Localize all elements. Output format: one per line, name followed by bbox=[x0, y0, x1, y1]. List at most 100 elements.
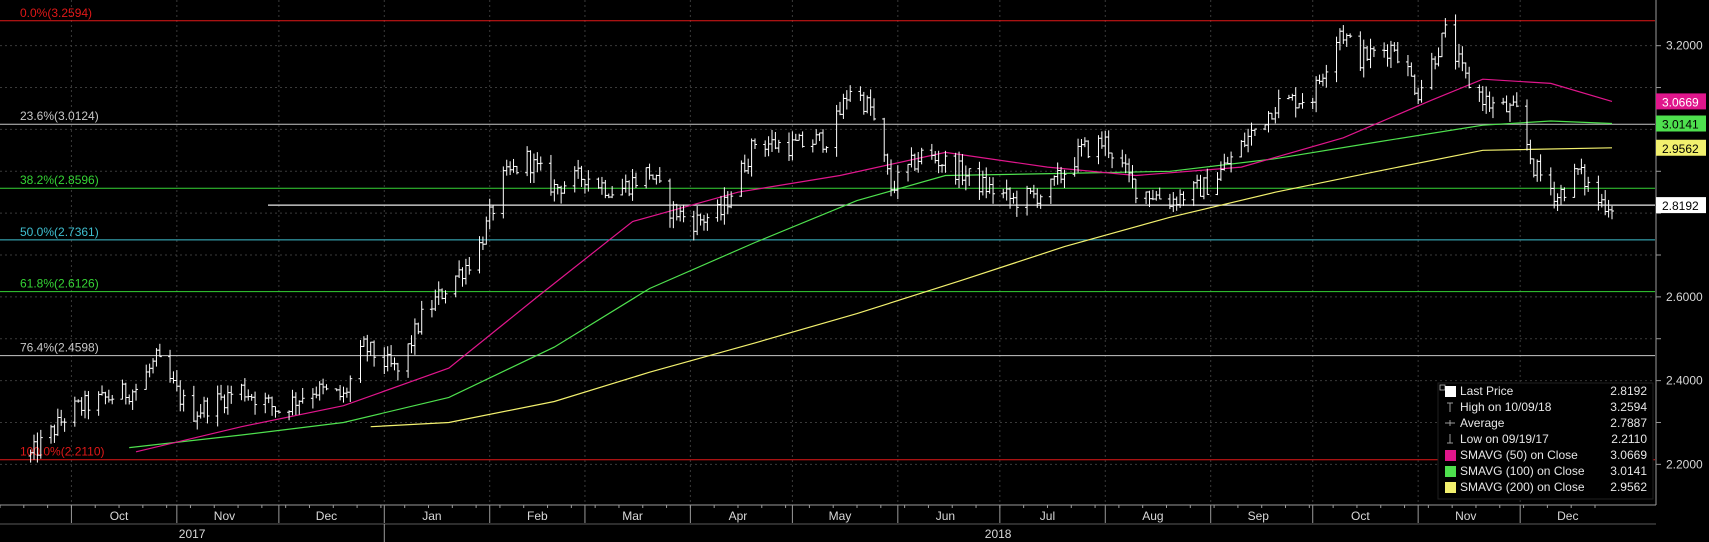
ohlc-bar bbox=[372, 340, 377, 367]
ohlc-bar bbox=[395, 362, 400, 381]
x-month-label: Jun bbox=[936, 509, 955, 523]
legend-label: SMAVG (200) on Close bbox=[1460, 480, 1585, 494]
ohlc-bar bbox=[681, 204, 686, 223]
ohlc-bar bbox=[491, 204, 496, 221]
grid bbox=[0, 0, 1655, 505]
x-year-label: 2018 bbox=[985, 527, 1012, 541]
ohlc-bar bbox=[919, 147, 924, 165]
ohlc-bar bbox=[86, 391, 91, 420]
ohlc-bar bbox=[1038, 194, 1043, 209]
ohlc-bar bbox=[1467, 66, 1472, 89]
ohlc-bar bbox=[419, 300, 424, 335]
ohlc-bar bbox=[1419, 79, 1424, 103]
legend-value: 2.7887 bbox=[1610, 416, 1647, 430]
fib-label: 38.2%(2.8596) bbox=[20, 173, 99, 187]
legend-value: 3.2594 bbox=[1610, 400, 1647, 414]
ohlc-bar bbox=[872, 98, 877, 121]
sma-100-line bbox=[129, 120, 1613, 449]
legend-value: 2.2110 bbox=[1611, 432, 1647, 446]
y-tick-label: 2.4000 bbox=[1666, 374, 1703, 388]
sma-200-line bbox=[370, 147, 1613, 428]
ohlc-bar bbox=[253, 391, 258, 415]
x-month-label: Jul bbox=[1040, 509, 1055, 523]
legend-row: High on 10/09/18 3.2594 bbox=[1447, 400, 1647, 414]
legend-value: 3.0669 bbox=[1610, 448, 1647, 462]
ohlc-bar bbox=[1181, 191, 1186, 206]
ohlc-bar bbox=[1062, 169, 1067, 189]
legend-row: Last Price 2.8192 bbox=[1445, 384, 1647, 398]
legend-value: 3.0141 bbox=[1610, 464, 1647, 478]
legend-value: 2.8192 bbox=[1610, 384, 1647, 398]
legend-label: Low on 09/19/17 bbox=[1460, 432, 1549, 446]
ohlc-bar bbox=[157, 343, 162, 358]
ohlc-bar bbox=[229, 385, 234, 404]
ohlc-bar bbox=[1538, 154, 1543, 182]
ohlc-bar bbox=[1229, 151, 1234, 173]
ohlc-bar bbox=[1157, 187, 1162, 200]
ohlc-bar bbox=[1371, 46, 1376, 58]
ohlc-bar bbox=[1110, 152, 1115, 169]
price-tag-label: 2.8192 bbox=[1662, 199, 1699, 213]
ohlc-bar bbox=[1586, 176, 1591, 192]
ohlc-bar bbox=[895, 165, 900, 200]
legend: Last Price 2.8192 High on 10/09/18 3.2594 Av… bbox=[1437, 382, 1654, 500]
price-tag-label: 3.0141 bbox=[1662, 118, 1699, 132]
x-month-label: Nov bbox=[214, 509, 235, 523]
x-month-label: Jan bbox=[422, 509, 441, 523]
price-tag: 3.0669 bbox=[1656, 93, 1706, 110]
ohlc-bar bbox=[1443, 18, 1448, 38]
y-tick-label: 2.6000 bbox=[1666, 290, 1703, 304]
legend-row: Low on 09/19/17 2.2110 bbox=[1447, 432, 1647, 446]
y-tick-label: 2.2000 bbox=[1666, 457, 1703, 471]
ohlc-bar bbox=[1252, 128, 1257, 136]
ohlc-bar bbox=[586, 170, 591, 192]
legend-swatch bbox=[1445, 466, 1456, 477]
legend-row: Average 2.7887 bbox=[1445, 416, 1647, 430]
ohlc-bar bbox=[1562, 187, 1567, 202]
ohlc-bar bbox=[514, 165, 519, 175]
fib-label: 23.6%(3.0124) bbox=[20, 109, 99, 123]
legend-box bbox=[1437, 382, 1654, 500]
ohlc-bar bbox=[1133, 178, 1138, 204]
legend-swatch bbox=[1445, 482, 1456, 493]
x-month-label: Feb bbox=[527, 509, 548, 523]
ohlc-bar bbox=[1324, 64, 1329, 88]
ohlc-bar bbox=[62, 418, 67, 432]
ohlc-bar bbox=[800, 131, 805, 148]
fib-label: 76.4%(2.4598) bbox=[20, 341, 99, 355]
ohlc-bar bbox=[1610, 205, 1614, 220]
ohlc-bar bbox=[38, 429, 43, 459]
ohlc-bar bbox=[943, 150, 948, 173]
x-month-label: Mar bbox=[622, 509, 643, 523]
x-month-label: Nov bbox=[1455, 509, 1476, 523]
legend-row: SMAVG (200) on Close 2.9562 bbox=[1445, 480, 1647, 494]
x-month-label: May bbox=[829, 509, 852, 523]
ohlc-bar bbox=[610, 186, 615, 199]
x-month-label: Sep bbox=[1248, 509, 1270, 523]
ohlc-bar bbox=[276, 410, 281, 414]
x-year-label: 2017 bbox=[179, 527, 206, 541]
ohlc-bar bbox=[1014, 190, 1019, 217]
ohlc-bar bbox=[348, 375, 353, 402]
fibonacci-levels: 0.0%(3.2594) 23.6%(3.0124) 38.2%(2.8596) 50… bbox=[0, 6, 1655, 461]
ohlc-bar bbox=[824, 146, 829, 153]
legend-label: SMAVG (50) on Close bbox=[1460, 448, 1578, 462]
ohlc-bar bbox=[467, 257, 472, 275]
ohlc-bar bbox=[1086, 140, 1091, 159]
legend-row: SMAVG (100) on Close 3.0141 bbox=[1445, 464, 1647, 478]
legend-label: Last Price bbox=[1460, 384, 1514, 398]
price-tag: 2.9562 bbox=[1656, 139, 1706, 156]
ohlc-bar bbox=[1395, 42, 1400, 64]
legend-label: SMAVG (100) on Close bbox=[1460, 464, 1585, 478]
x-month-label: Dec bbox=[1557, 509, 1578, 523]
ohlc-bar bbox=[633, 172, 638, 189]
ohlc-bar bbox=[324, 384, 329, 391]
price-tag-label: 3.0669 bbox=[1662, 95, 1699, 109]
y-tick-label: 3.2000 bbox=[1666, 39, 1703, 53]
ohlc-bar bbox=[110, 394, 115, 405]
ohlc-bar bbox=[729, 191, 734, 209]
ohlc-bar bbox=[752, 138, 757, 150]
ohlc-bar bbox=[1300, 93, 1305, 109]
